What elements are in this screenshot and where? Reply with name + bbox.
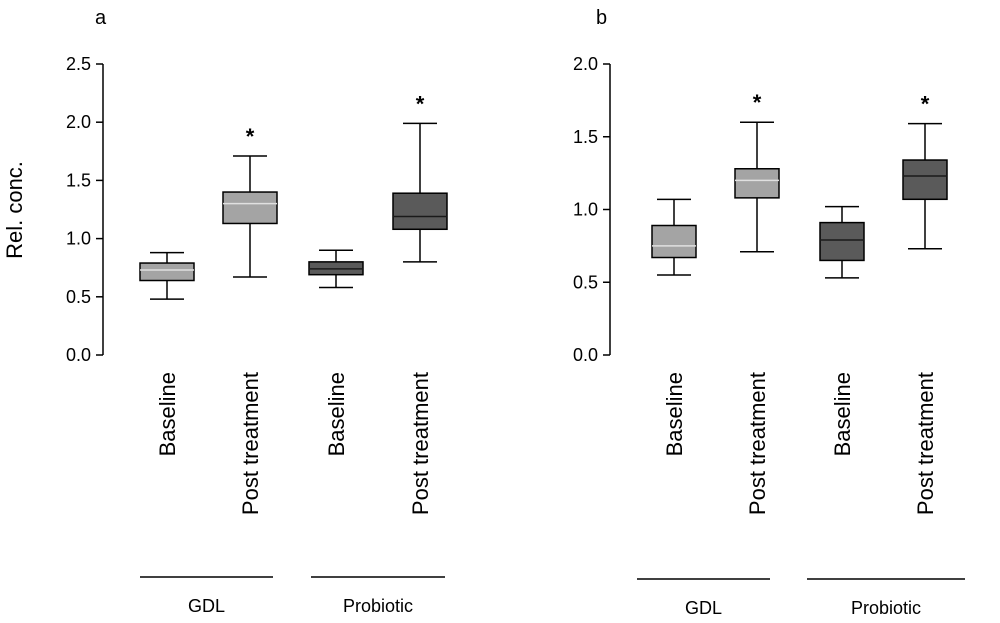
panel-a-box-4-category-label: Post treatment xyxy=(408,372,433,515)
panel-a-group-label-gdl: GDL xyxy=(188,596,225,616)
panel-a-box-4-iqr-box xyxy=(392,192,448,231)
panel-b-box-4-iqr-box xyxy=(902,159,948,201)
panel-a-y-tick-label: 1.5 xyxy=(66,170,91,190)
panel-a-y-tick-label: 0.0 xyxy=(66,345,91,365)
panel-a-box-1-category-label: Baseline xyxy=(155,372,180,456)
panel-b-box-4-category-label: Post treatment xyxy=(913,372,938,515)
panel-b-y-tick-label: 0.5 xyxy=(573,272,598,292)
panel-a-box-1-iqr-box xyxy=(139,262,195,282)
panel-a-box-4-significance-star: * xyxy=(416,91,425,116)
panel-a-box-3-category-label: Baseline xyxy=(324,372,349,456)
panel-a-y-tick-label: 2.5 xyxy=(66,54,91,74)
panel-b-group-label-probiotic: Probiotic xyxy=(851,598,921,618)
panel-b-y-tick-label: 1.0 xyxy=(573,200,598,220)
panel-b-box-3-category-label: Baseline xyxy=(830,372,855,456)
panel-a-y-tick-label: 2.0 xyxy=(66,112,91,132)
panel-b-box-2-category-label: Post treatment xyxy=(745,372,770,515)
panel-a-y-axis-label: Rel. conc. xyxy=(2,161,27,259)
panel-b-y-tick-label: 2.0 xyxy=(573,54,598,74)
panel-b-y-tick-label: 1.5 xyxy=(573,127,598,147)
panel-b-y-tick-label: 0.0 xyxy=(573,345,598,365)
panel-a-box-2-significance-star: * xyxy=(246,124,255,149)
panel-a-y-tick-label: 0.5 xyxy=(66,287,91,307)
panel-a-box-2-iqr-box xyxy=(222,191,278,225)
panel-b-box-2-iqr-box xyxy=(734,168,780,199)
panel-a-letter: a xyxy=(95,7,107,29)
panel-b-group-label-gdl: GDL xyxy=(685,598,722,618)
panel-b-letter: b xyxy=(596,7,607,29)
panel-b-box-1-iqr-box xyxy=(651,224,697,259)
panel-b-box-4-significance-star: * xyxy=(921,92,930,117)
panel-b-box-1-category-label: Baseline xyxy=(662,372,687,456)
panel-a-group-label-probiotic: Probiotic xyxy=(343,596,413,616)
panel-a-box-2-category-label: Post treatment xyxy=(238,372,263,515)
panel-b-box-3-iqr-box xyxy=(819,221,865,262)
panel-a-y-tick-label: 1.0 xyxy=(66,229,91,249)
panel-b-box-2-significance-star: * xyxy=(753,90,762,115)
